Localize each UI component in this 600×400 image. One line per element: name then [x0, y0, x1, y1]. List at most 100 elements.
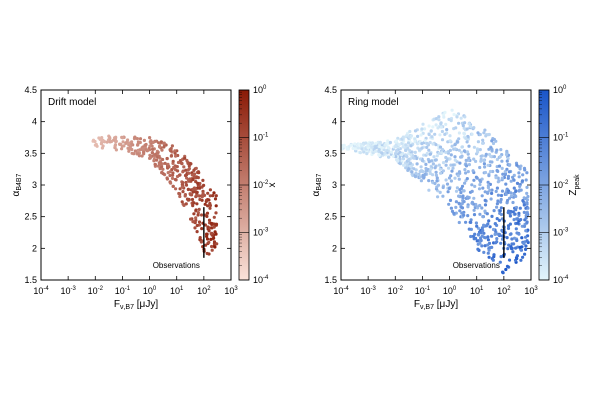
scatter-point	[419, 179, 423, 183]
scatter-point	[401, 135, 405, 139]
y-tick-label: 2	[332, 243, 337, 253]
scatter-point	[349, 143, 354, 147]
scatter-point	[518, 206, 522, 210]
scatter-point	[184, 180, 188, 185]
scatter-point	[459, 191, 463, 195]
scatter-point	[488, 225, 492, 229]
scatter-point	[470, 132, 474, 136]
scatter-point	[467, 227, 471, 231]
scatter-point	[483, 198, 487, 202]
scatter-point	[524, 247, 528, 251]
scatter-point	[483, 170, 488, 175]
scatter-point	[450, 169, 454, 173]
scatter-point	[151, 140, 155, 144]
scatter-point	[387, 155, 391, 159]
scatter-point	[191, 177, 195, 182]
scatter-point	[499, 200, 503, 204]
scatter-point	[108, 136, 112, 140]
scatter-point	[519, 258, 523, 262]
scatter-point	[428, 152, 433, 156]
scatter-point	[514, 189, 518, 193]
scatter-point	[351, 146, 355, 150]
scatter-point	[121, 140, 125, 144]
scatter-point	[456, 174, 460, 178]
scatter-point	[494, 139, 498, 143]
scatter-point	[491, 141, 496, 146]
scatter-point	[495, 205, 499, 209]
ring-y-axis-label: αB4B7	[311, 173, 323, 196]
scatter-point	[490, 245, 494, 249]
scatter-point	[194, 216, 198, 220]
scatter-point	[490, 191, 494, 195]
scatter-point	[448, 139, 452, 143]
scatter-point	[105, 140, 109, 144]
scatter-point	[366, 144, 370, 148]
scatter-point	[443, 110, 447, 114]
scatter-point	[420, 127, 424, 131]
scatter-point	[424, 162, 428, 166]
scatter-point	[463, 168, 467, 172]
scatter-point	[178, 187, 182, 191]
scatter-point	[356, 146, 360, 150]
scatter-point	[171, 159, 175, 163]
scatter-point	[130, 142, 134, 146]
scatter-point	[431, 125, 435, 129]
scatter-point	[464, 164, 469, 168]
scatter-point	[470, 189, 474, 193]
drift-x-ticks: 10-4 10-3 10-2 10-1 100 101 102 103	[33, 90, 238, 296]
scatter-point	[462, 213, 466, 217]
scatter-point	[197, 171, 201, 175]
scatter-point	[427, 160, 431, 164]
scatter-point	[182, 203, 186, 207]
scatter-point	[385, 148, 389, 153]
scatter-point	[157, 162, 161, 166]
scatter-point	[455, 140, 459, 144]
scatter-point	[177, 191, 181, 196]
scatter-point	[499, 255, 503, 259]
scatter-point	[457, 220, 461, 225]
scatter-point	[444, 155, 448, 160]
scatter-point	[189, 162, 193, 166]
scatter-point	[436, 126, 440, 130]
scatter-point	[521, 255, 525, 259]
scatter-point	[520, 236, 524, 240]
x-tick-label: 101	[470, 286, 484, 296]
scatter-point	[207, 198, 211, 202]
scatter-point	[127, 147, 131, 151]
colorbar-tick-label: 10-3	[553, 228, 569, 238]
scatter-point	[150, 144, 154, 148]
scatter-point	[518, 184, 522, 188]
scatter-point	[205, 251, 209, 256]
scatter-point	[469, 124, 473, 129]
drift-x-axis-label: Fν,B7 [μJy]	[114, 299, 158, 311]
scatter-point	[365, 152, 369, 156]
scatter-point	[188, 192, 192, 196]
scatter-point	[427, 148, 431, 152]
scatter-point	[443, 132, 447, 136]
scatter-point	[419, 133, 423, 137]
scatter-point	[189, 217, 193, 221]
scatter-point	[512, 218, 516, 222]
ring-y-ticks: 1.5 2 2.5 3 3.5 4 4.5	[324, 85, 531, 285]
scatter-point	[523, 252, 527, 256]
scatter-point	[149, 139, 153, 143]
scatter-point	[205, 211, 210, 215]
ring-scatter-points	[340, 108, 530, 275]
scatter-point	[507, 196, 512, 200]
scatter-point	[163, 161, 167, 165]
ring-x-ticks: 10-4 10-3 10-2 10-1 100 101 102 103	[333, 90, 538, 296]
scatter-point	[512, 178, 516, 182]
scatter-point	[165, 156, 169, 161]
svg-text:Fν,B7 [μJy]: Fν,B7 [μJy]	[414, 299, 458, 311]
scatter-point	[172, 166, 176, 170]
scatter-point	[388, 140, 392, 145]
scatter-point	[515, 238, 519, 243]
scatter-point	[452, 112, 456, 117]
scatter-point	[459, 155, 463, 159]
scatter-point	[364, 147, 368, 151]
scatter-point	[486, 235, 490, 239]
scatter-point	[213, 245, 217, 249]
scatter-point	[457, 148, 461, 152]
scatter-point	[398, 150, 402, 155]
scatter-point	[377, 148, 381, 152]
